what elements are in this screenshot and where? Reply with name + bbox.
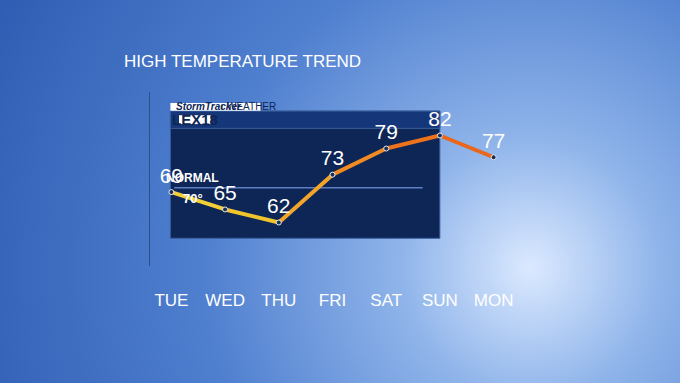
- svg-text:NORMAL: NORMAL: [166, 171, 219, 185]
- svg-text:SUN: SUN: [422, 291, 458, 310]
- svg-text:StormTracker: StormTracker: [176, 101, 242, 112]
- svg-text:79: 79: [375, 120, 398, 143]
- svg-text:TUE: TUE: [154, 291, 188, 310]
- svg-text:77: 77: [482, 129, 505, 152]
- svg-text:73: 73: [321, 146, 344, 169]
- svg-text:LEX18: LEX18: [172, 111, 218, 128]
- svg-text:62: 62: [267, 194, 290, 217]
- svg-text:FRI: FRI: [319, 291, 346, 310]
- svg-text:HIGH TEMPERATURE TREND: HIGH TEMPERATURE TREND: [124, 52, 361, 71]
- svg-text:70°: 70°: [183, 191, 203, 206]
- svg-text:WED: WED: [205, 291, 245, 310]
- svg-text:69: 69: [160, 164, 183, 187]
- svg-text:MON: MON: [474, 291, 514, 310]
- svg-text:82: 82: [428, 107, 451, 130]
- svg-text:65: 65: [213, 181, 236, 204]
- svg-text:WEATHER: WEATHER: [227, 101, 276, 112]
- svg-text:SAT: SAT: [370, 291, 402, 310]
- svg-text:THU: THU: [261, 291, 296, 310]
